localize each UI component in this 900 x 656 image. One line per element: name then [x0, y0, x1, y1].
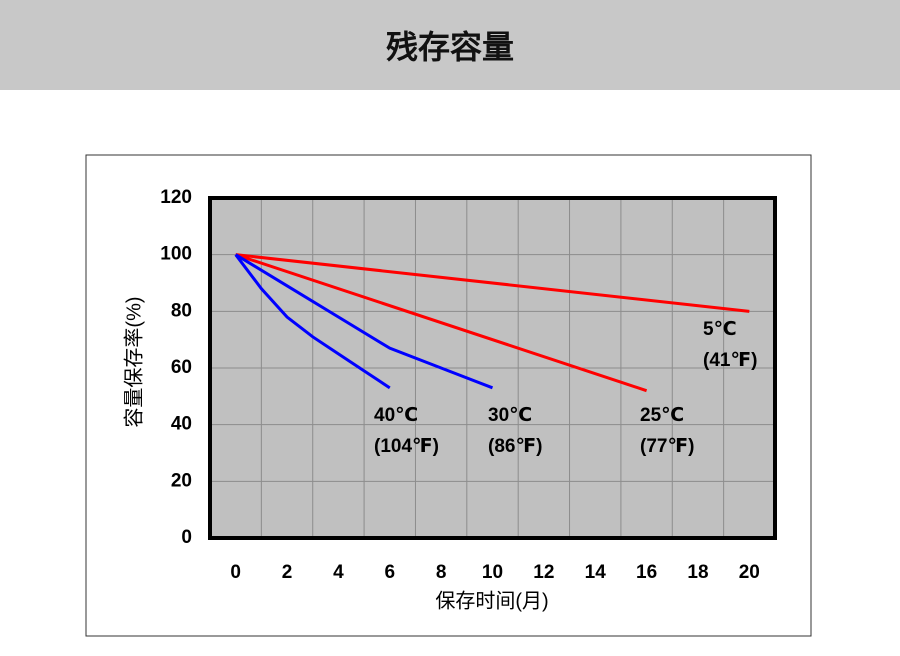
x-axis-label: 保存时间(月) [435, 589, 548, 612]
y-tick-label: 80 [171, 300, 192, 321]
x-tick-label: 14 [585, 562, 607, 583]
plot-border [208, 196, 777, 540]
x-tick-label: 2 [282, 562, 293, 583]
series-label-fahrenheit: (41℉) [703, 350, 757, 371]
x-tick-label: 16 [636, 562, 657, 583]
y-tick-label: 0 [181, 527, 192, 548]
x-tick-label: 20 [739, 562, 760, 583]
series-line [234, 253, 391, 390]
series-label-fahrenheit: (77℉) [640, 436, 694, 457]
x-tick-label: 10 [482, 562, 503, 583]
y-tick-label: 60 [171, 357, 192, 378]
y-axis-label: 容量保存率(%) [122, 296, 145, 427]
series-label: 40℃ [374, 405, 418, 426]
x-tick-label: 4 [333, 562, 344, 583]
series-line [235, 253, 648, 393]
y-tick-label: 120 [160, 187, 192, 208]
series-label-fahrenheit: (86℉) [488, 436, 542, 457]
series-line [235, 253, 750, 313]
series-label: 30℃ [488, 405, 532, 426]
y-tick-label: 40 [171, 414, 192, 435]
x-tick-label: 12 [533, 562, 554, 583]
series-label-fahrenheit: (104℉) [374, 436, 439, 457]
x-tick-label: 8 [436, 562, 447, 583]
header-title: 残存容量 [0, 0, 900, 90]
x-tick-label: 0 [230, 562, 241, 583]
series-label: 5℃ [703, 319, 737, 340]
y-tick-label: 100 [160, 244, 192, 265]
chart-frame [85, 154, 812, 637]
series-line [234, 253, 494, 390]
x-tick-label: 6 [384, 562, 395, 583]
x-tick-label: 18 [687, 562, 708, 583]
y-tick-label: 20 [171, 470, 192, 491]
series-label: 25℃ [640, 405, 684, 426]
